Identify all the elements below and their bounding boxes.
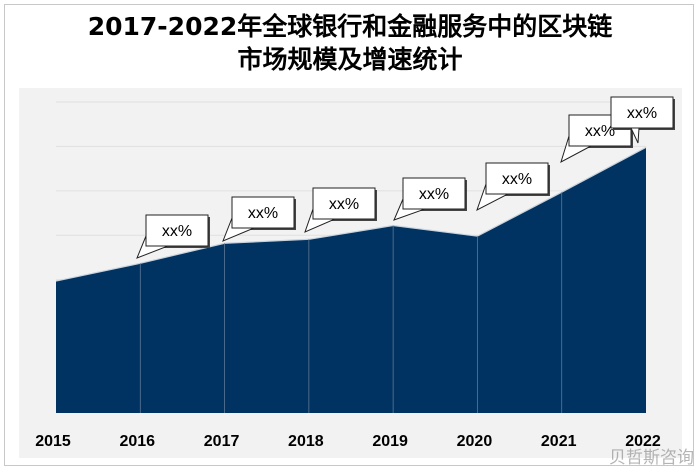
- data-label: xx%: [585, 123, 615, 140]
- chart-title-line-1: 2017-2022年全球银行和金融服务中的区块链: [87, 12, 613, 41]
- callout-box: [610, 96, 674, 129]
- x-tick-label: 2019: [372, 433, 408, 450]
- area-series: [56, 147, 646, 413]
- callout-joint: [404, 199, 425, 208]
- data-label: xx%: [162, 223, 192, 240]
- x-tick-label: 2016: [119, 433, 155, 450]
- data-label: xx%: [627, 105, 657, 122]
- callout-box: [485, 162, 549, 195]
- data-label: xx%: [419, 186, 449, 203]
- x-tick-label: 2021: [541, 433, 577, 450]
- x-tick-label: 2015: [35, 433, 71, 450]
- x-tick-label: 2017: [204, 433, 240, 450]
- callout-joint: [314, 209, 335, 218]
- x-tick-label: 2020: [457, 433, 493, 450]
- chart-title: 2017-2022年全球银行和金融服务中的区块链 市场规模及增速统计: [0, 10, 700, 76]
- chart-title-line-2: 市场规模及增速统计: [237, 45, 463, 74]
- watermark: 贝哲斯咨询: [609, 448, 694, 468]
- data-label: xx%: [502, 171, 532, 188]
- x-tick-label: 2022: [625, 433, 661, 450]
- callout-joint: [487, 184, 508, 193]
- x-tick-label: 2018: [288, 433, 324, 450]
- callout-joint: [147, 236, 168, 245]
- data-label: xx%: [329, 196, 359, 213]
- data-label: xx%: [248, 205, 278, 222]
- area-top-line: [55, 146, 647, 282]
- callout-joint: [570, 136, 591, 145]
- chart-frame: [4, 4, 694, 466]
- callout-joint: [233, 218, 254, 227]
